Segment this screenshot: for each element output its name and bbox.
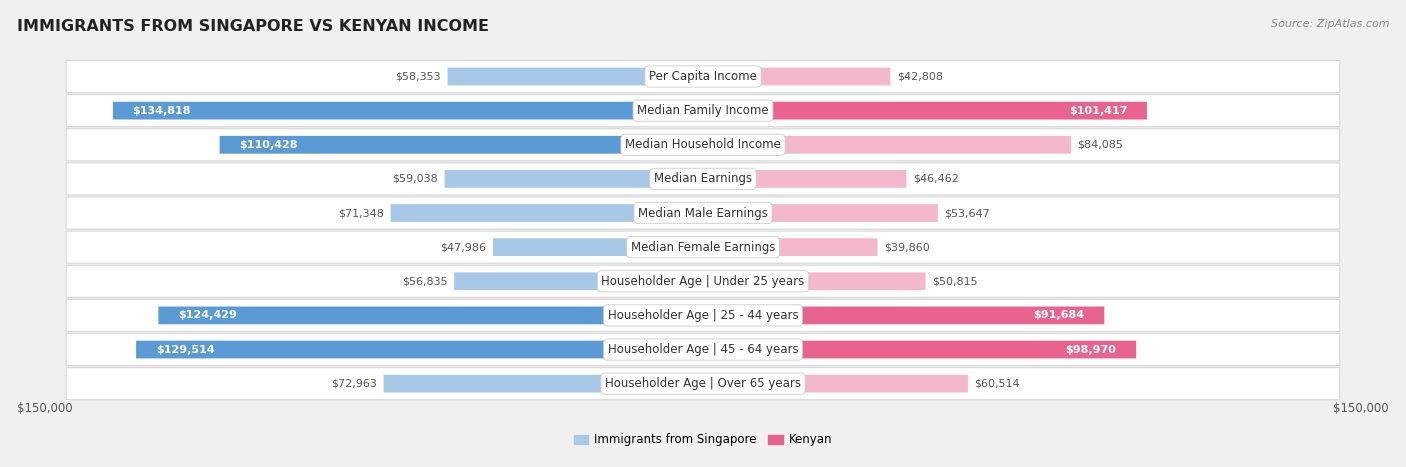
Text: Householder Age | Under 25 years: Householder Age | Under 25 years	[602, 275, 804, 288]
FancyBboxPatch shape	[112, 102, 703, 120]
Text: Median Male Earnings: Median Male Earnings	[638, 206, 768, 219]
FancyBboxPatch shape	[219, 136, 703, 154]
FancyBboxPatch shape	[703, 170, 907, 188]
Text: $101,417: $101,417	[1069, 106, 1128, 116]
Text: Householder Age | 45 - 64 years: Householder Age | 45 - 64 years	[607, 343, 799, 356]
Text: $60,514: $60,514	[974, 379, 1021, 389]
FancyBboxPatch shape	[703, 306, 1104, 324]
Text: $150,000: $150,000	[17, 402, 73, 415]
FancyBboxPatch shape	[703, 272, 925, 290]
Text: $71,348: $71,348	[339, 208, 384, 218]
Text: $50,815: $50,815	[932, 276, 977, 286]
Text: $129,514: $129,514	[156, 345, 215, 354]
FancyBboxPatch shape	[66, 265, 1340, 297]
Text: $134,818: $134,818	[132, 106, 191, 116]
FancyBboxPatch shape	[66, 61, 1340, 92]
FancyBboxPatch shape	[66, 163, 1340, 195]
Text: Median Household Income: Median Household Income	[626, 138, 780, 151]
Text: Median Family Income: Median Family Income	[637, 104, 769, 117]
FancyBboxPatch shape	[136, 340, 703, 358]
FancyBboxPatch shape	[159, 306, 703, 324]
Text: $91,684: $91,684	[1033, 311, 1084, 320]
FancyBboxPatch shape	[66, 95, 1340, 127]
Text: Per Capita Income: Per Capita Income	[650, 70, 756, 83]
Text: $39,860: $39,860	[884, 242, 929, 252]
Text: $110,428: $110,428	[239, 140, 298, 150]
FancyBboxPatch shape	[703, 238, 877, 256]
Text: $46,462: $46,462	[912, 174, 959, 184]
Text: $150,000: $150,000	[1333, 402, 1389, 415]
Text: $124,429: $124,429	[179, 311, 238, 320]
FancyBboxPatch shape	[66, 368, 1340, 400]
Text: IMMIGRANTS FROM SINGAPORE VS KENYAN INCOME: IMMIGRANTS FROM SINGAPORE VS KENYAN INCO…	[17, 19, 489, 34]
Text: Source: ZipAtlas.com: Source: ZipAtlas.com	[1271, 19, 1389, 28]
FancyBboxPatch shape	[447, 68, 703, 85]
Text: Median Female Earnings: Median Female Earnings	[631, 241, 775, 254]
Text: $98,970: $98,970	[1066, 345, 1116, 354]
Legend: Immigrants from Singapore, Kenyan: Immigrants from Singapore, Kenyan	[569, 429, 837, 451]
Text: $84,085: $84,085	[1077, 140, 1123, 150]
FancyBboxPatch shape	[703, 340, 1136, 358]
Text: Median Earnings: Median Earnings	[654, 172, 752, 185]
Text: $47,986: $47,986	[440, 242, 486, 252]
Text: $58,353: $58,353	[395, 71, 441, 82]
FancyBboxPatch shape	[703, 102, 1147, 120]
FancyBboxPatch shape	[384, 375, 703, 393]
FancyBboxPatch shape	[391, 204, 703, 222]
Text: Householder Age | 25 - 44 years: Householder Age | 25 - 44 years	[607, 309, 799, 322]
FancyBboxPatch shape	[703, 136, 1071, 154]
Text: $59,038: $59,038	[392, 174, 439, 184]
Text: $56,835: $56,835	[402, 276, 447, 286]
FancyBboxPatch shape	[703, 68, 890, 85]
FancyBboxPatch shape	[66, 333, 1340, 366]
FancyBboxPatch shape	[454, 272, 703, 290]
FancyBboxPatch shape	[703, 204, 938, 222]
FancyBboxPatch shape	[703, 375, 967, 393]
FancyBboxPatch shape	[66, 231, 1340, 263]
FancyBboxPatch shape	[66, 299, 1340, 332]
Text: $53,647: $53,647	[945, 208, 990, 218]
Text: $72,963: $72,963	[332, 379, 377, 389]
Text: Householder Age | Over 65 years: Householder Age | Over 65 years	[605, 377, 801, 390]
Text: $42,808: $42,808	[897, 71, 943, 82]
FancyBboxPatch shape	[444, 170, 703, 188]
FancyBboxPatch shape	[66, 197, 1340, 229]
FancyBboxPatch shape	[494, 238, 703, 256]
FancyBboxPatch shape	[66, 129, 1340, 161]
